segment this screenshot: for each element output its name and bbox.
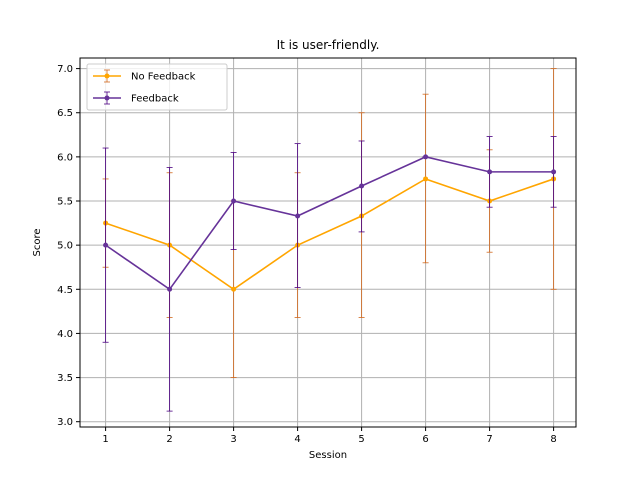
y-tick-label: 6.5: [57, 108, 73, 119]
legend-label: Feedback: [131, 94, 179, 105]
data-point: [231, 198, 237, 204]
plot-area-frame: [79, 57, 577, 428]
y-tick-label: 5.0: [57, 241, 73, 252]
axis-ticks: 1 2 3 4 5 6 7 8 3.0 3.5 4.0 4.5 5.0 5.5 6.0 6.5 7.0: [57, 64, 557, 445]
series-line: [105, 178, 554, 291]
series-feedback: [102, 136, 557, 412]
legend: No Feedback Feedback: [86, 63, 228, 111]
data-point: [359, 183, 365, 189]
y-tick-label: 7.0: [57, 64, 73, 75]
y-axis-title: Score: [32, 228, 43, 256]
x-tick-label: 6: [422, 434, 428, 445]
x-tick-label: 2: [166, 434, 172, 445]
legend-label: No Feedback: [131, 72, 196, 83]
x-tick-label: 3: [230, 434, 236, 445]
y-tick-label: 4.5: [57, 285, 73, 296]
legend-marker: [104, 95, 110, 101]
y-tick-label: 6.0: [57, 152, 73, 163]
data-point: [423, 154, 429, 160]
series-line: [105, 156, 554, 291]
x-tick-label: 8: [550, 434, 556, 445]
legend-item: No Feedback: [93, 69, 196, 83]
x-tick-label: 7: [486, 434, 492, 445]
legend-box: [86, 63, 228, 111]
x-tick-label: 4: [294, 434, 300, 445]
y-tick-label: 4.0: [57, 329, 73, 340]
legend-marker: [104, 73, 110, 79]
data-point: [103, 242, 109, 248]
x-tick-label: 5: [358, 434, 364, 445]
chart-title: It is user-friendly.: [277, 38, 380, 52]
y-tick-label: 3.0: [57, 417, 73, 428]
data-point: [295, 213, 301, 219]
data-point: [167, 286, 173, 292]
y-tick-label: 5.5: [57, 197, 73, 208]
data-point: [231, 286, 237, 292]
y-tick-label: 3.5: [57, 373, 73, 384]
data-point: [423, 176, 429, 182]
data-point: [551, 169, 557, 175]
x-axis-title: Session: [309, 450, 347, 461]
data-point: [487, 169, 493, 175]
series-layer: [102, 68, 557, 412]
legend-item: Feedback: [93, 91, 179, 105]
x-tick-label: 1: [102, 434, 108, 445]
